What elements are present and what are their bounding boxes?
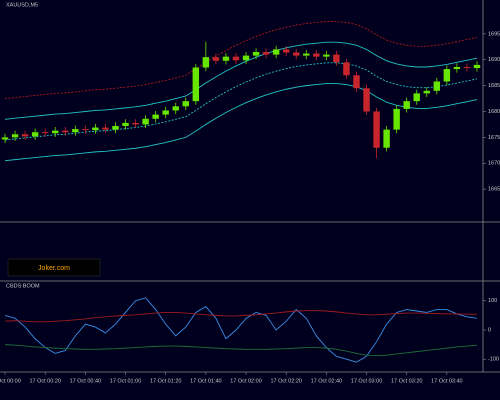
candle-body — [303, 53, 310, 56]
band-line — [4, 62, 478, 141]
candle-body — [413, 93, 420, 102]
x-tick-label: 17 Oct 03:40 — [431, 378, 463, 384]
candle-body — [41, 132, 49, 134]
indicator-line — [4, 344, 478, 357]
y-tick-label: 100 — [488, 298, 497, 304]
annotation: Joker.com — [38, 265, 70, 272]
x-tick-label: 17 Oct 00:20 — [29, 378, 61, 384]
band-line — [4, 41, 478, 120]
candle-body — [11, 134, 19, 138]
candle-body — [473, 64, 481, 69]
symbol-title: XAUUSD,M5 — [6, 2, 38, 8]
candle-body — [433, 81, 441, 91]
x-tick-label: 17 Oct 02:00 — [230, 378, 262, 384]
y-tick-label: 1690 — [488, 57, 500, 63]
candle-body — [232, 56, 240, 61]
x-tick-label: 17 Oct 03:20 — [391, 378, 423, 384]
candle-body — [463, 66, 471, 69]
candle-body — [282, 49, 290, 53]
candle-body — [132, 122, 139, 125]
candle-body — [172, 106, 179, 111]
candle-body — [52, 130, 59, 134]
candle-body — [92, 127, 99, 131]
candle-body — [423, 90, 430, 94]
x-tick-label: 17 Oct 03:00 — [351, 378, 383, 384]
indicator-line — [4, 297, 478, 363]
x-tick-label: 17 Oct 02:20 — [270, 378, 302, 384]
candle-body — [262, 51, 270, 55]
candle-body — [252, 51, 260, 56]
candle-body — [82, 129, 89, 131]
candle-body — [272, 49, 280, 55]
candle-body — [343, 62, 350, 76]
y-tick-label: 1665 — [488, 187, 500, 193]
candle-body — [443, 69, 451, 82]
band-line — [4, 21, 478, 100]
candle-body — [21, 134, 29, 137]
annotation-box — [7, 258, 101, 277]
y-tick-label: -100 — [488, 357, 499, 363]
candle-body — [453, 66, 461, 70]
y-tick-label: 1675 — [488, 135, 500, 141]
candle-body — [212, 57, 220, 61]
y-tick-label: 1695 — [488, 31, 500, 37]
candle-body — [112, 125, 119, 130]
candle-body — [242, 55, 250, 61]
y-tick-label: 0 — [488, 327, 491, 333]
candle-body — [323, 54, 330, 57]
y-tick-label: 1680 — [488, 109, 500, 115]
x-tick-label: 17 Oct 00:00 — [0, 378, 21, 384]
candle-body — [383, 129, 390, 148]
candle-body — [222, 56, 230, 61]
candle-body — [152, 114, 159, 119]
x-tick-label: 17 Oct 01:00 — [110, 378, 142, 384]
candle-body — [192, 67, 200, 102]
candle-body — [122, 122, 129, 126]
candle-body — [333, 54, 340, 63]
candle-body — [102, 127, 109, 130]
x-tick-label: 17 Oct 00:40 — [70, 378, 102, 384]
candle-body — [142, 118, 149, 125]
x-tick-label: 17 Oct 02:40 — [311, 378, 343, 384]
band-line — [4, 83, 478, 162]
x-tick-label: 17 Oct 01:40 — [190, 378, 222, 384]
candle-body — [393, 108, 400, 130]
candle-body — [62, 130, 69, 133]
candle-body — [1, 137, 9, 140]
candle-body — [373, 111, 380, 148]
y-tick-label: 1670 — [488, 161, 500, 167]
candle-body — [202, 57, 210, 68]
candle-body — [182, 101, 189, 107]
y-tick-label: 1685 — [488, 83, 500, 89]
indicator-line — [4, 310, 477, 323]
indicator-title: CBDS BOOM — [6, 283, 40, 289]
candle-body — [293, 52, 300, 56]
candle-body — [363, 88, 370, 112]
candle-body — [313, 53, 320, 57]
candle-body — [403, 101, 410, 109]
candle-body — [162, 110, 169, 115]
candle-body — [31, 132, 39, 137]
candle-body — [353, 75, 360, 89]
x-tick-label: 17 Oct 01:20 — [150, 378, 182, 384]
candle-body — [72, 129, 79, 133]
